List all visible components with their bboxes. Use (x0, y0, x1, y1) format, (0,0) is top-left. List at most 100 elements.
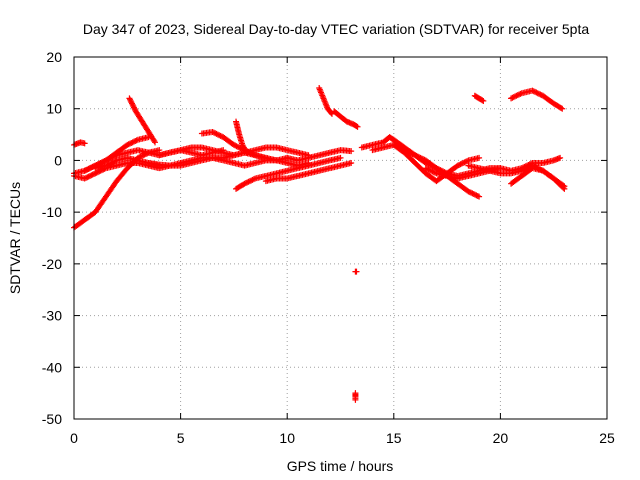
data-point (97, 167, 104, 174)
data-point (518, 167, 525, 174)
data-point (242, 180, 249, 187)
data-point (530, 88, 537, 95)
data-point (353, 268, 360, 275)
data-point (465, 188, 472, 195)
chart-title: Day 347 of 2023, Sidereal Day-to-day VTE… (83, 21, 590, 37)
data-point (125, 141, 132, 148)
data-point (241, 180, 248, 187)
data-point (88, 164, 95, 171)
data-point (92, 170, 99, 177)
data-point (536, 90, 543, 97)
data-point (468, 189, 475, 196)
data-point (84, 174, 91, 181)
data-point (233, 143, 240, 150)
data-point (508, 95, 515, 102)
data-point (214, 131, 221, 138)
data-point (466, 189, 473, 196)
data-point (230, 141, 237, 148)
data-point (428, 167, 435, 174)
data-point (248, 150, 255, 157)
data-point (110, 158, 117, 165)
data-point (82, 167, 89, 174)
data-point (132, 138, 139, 145)
data-point (534, 90, 541, 97)
data-point (497, 165, 504, 172)
data-point (430, 169, 437, 176)
data-point (348, 160, 355, 167)
data-point (354, 123, 361, 130)
data-point (537, 91, 544, 98)
x-tick-label: 5 (177, 430, 185, 446)
data-point (152, 139, 159, 146)
y-axis-label: SDTVAR / TECUs (7, 182, 23, 294)
data-point (126, 140, 133, 147)
data-point (88, 172, 95, 179)
data-point (337, 154, 344, 161)
data-point (557, 154, 564, 161)
data-point (348, 148, 355, 155)
data-point (212, 130, 219, 137)
y-tick-label: -50 (42, 411, 62, 427)
data-point (472, 191, 479, 198)
data-point (426, 167, 433, 174)
data-point (517, 90, 524, 97)
data-point (429, 163, 436, 170)
data-point (249, 176, 256, 183)
data-point (106, 160, 113, 167)
data-point (457, 161, 464, 168)
data-point (430, 163, 437, 170)
data-point (250, 151, 257, 158)
data-point (422, 165, 429, 172)
data-point (469, 190, 476, 197)
data-point (248, 177, 255, 184)
data-point (216, 132, 223, 139)
data-point (512, 93, 519, 100)
plot-frame (73, 56, 608, 420)
data-point (353, 123, 360, 130)
data-point (533, 89, 540, 96)
y-tick-label: -10 (42, 204, 62, 220)
data-point (243, 149, 250, 156)
data-point (529, 87, 536, 94)
data-point (480, 97, 487, 104)
data-point (210, 129, 217, 136)
data-point (561, 185, 568, 192)
data-point (128, 139, 135, 146)
data-point (249, 150, 256, 157)
data-point (234, 143, 241, 150)
data-point (559, 105, 566, 112)
data-point (86, 165, 93, 172)
data-point (479, 97, 486, 104)
data-point (86, 172, 93, 179)
x-tick-label: 15 (386, 430, 402, 446)
y-tick-label: 0 (54, 152, 62, 168)
data-point (352, 396, 359, 403)
data-point (510, 94, 517, 101)
data-point (473, 192, 480, 199)
y-tick-label: -40 (42, 359, 62, 375)
data-point (432, 164, 439, 171)
data-point (89, 163, 96, 170)
data-point (242, 148, 249, 155)
data-point (461, 159, 468, 166)
data-point (428, 162, 435, 169)
y-tick-label: 10 (46, 101, 62, 117)
y-tick-label: -30 (42, 308, 62, 324)
data-point (84, 166, 91, 173)
data-point (244, 179, 251, 186)
data-point (250, 176, 257, 183)
data-point (246, 178, 253, 185)
data-point (97, 160, 104, 167)
data-point (124, 141, 131, 148)
data-point (133, 137, 140, 144)
data-point (426, 161, 433, 168)
data-point (408, 150, 415, 157)
data-point (422, 160, 429, 167)
data-point (474, 192, 481, 199)
data-point (406, 149, 413, 156)
data-point (509, 94, 516, 101)
data-point (456, 161, 463, 168)
data-point (104, 161, 111, 168)
x-tick-label: 10 (279, 430, 295, 446)
